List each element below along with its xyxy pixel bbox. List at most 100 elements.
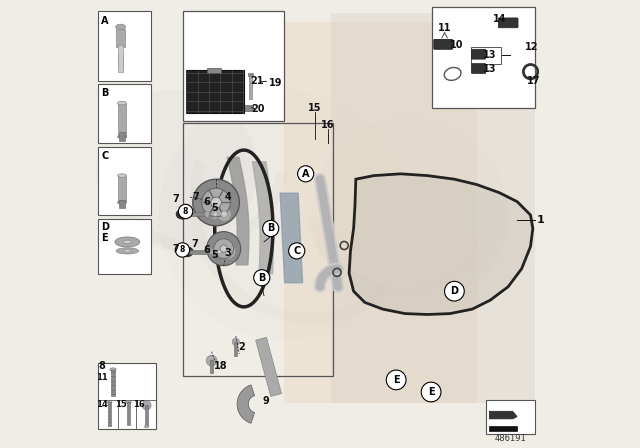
Circle shape — [207, 232, 241, 266]
Text: 2: 2 — [238, 342, 245, 352]
Polygon shape — [237, 385, 255, 423]
Ellipse shape — [125, 401, 131, 404]
Circle shape — [421, 382, 441, 402]
Text: 17: 17 — [527, 76, 541, 86]
Polygon shape — [284, 22, 477, 403]
Bar — [118, 176, 127, 202]
Text: 14: 14 — [97, 401, 108, 409]
Ellipse shape — [209, 249, 214, 255]
Bar — [248, 73, 253, 76]
Text: 7: 7 — [191, 239, 198, 249]
Circle shape — [445, 281, 464, 301]
FancyBboxPatch shape — [499, 18, 518, 28]
Text: D: D — [451, 286, 458, 296]
Bar — [210, 360, 213, 373]
Bar — [472, 47, 500, 64]
Text: 16: 16 — [132, 401, 145, 409]
Text: 7: 7 — [173, 194, 180, 204]
Text: 12: 12 — [525, 42, 539, 52]
Ellipse shape — [118, 101, 127, 105]
Circle shape — [262, 220, 279, 237]
Ellipse shape — [123, 240, 132, 244]
Text: A: A — [101, 16, 109, 26]
Bar — [118, 45, 123, 72]
Polygon shape — [490, 411, 517, 419]
Bar — [99, 147, 151, 215]
Text: 15: 15 — [308, 103, 321, 113]
Text: C: C — [101, 151, 109, 160]
Bar — [207, 68, 221, 73]
Circle shape — [210, 209, 221, 220]
Ellipse shape — [205, 211, 209, 217]
Text: 7: 7 — [173, 244, 180, 254]
Circle shape — [221, 211, 227, 217]
Circle shape — [253, 270, 270, 286]
Text: 486191: 486191 — [495, 434, 526, 443]
Text: 8: 8 — [180, 246, 185, 254]
Bar — [184, 11, 284, 121]
Bar — [99, 363, 157, 429]
Circle shape — [206, 355, 217, 366]
Text: 3: 3 — [224, 248, 230, 258]
Text: 4: 4 — [225, 192, 232, 202]
Text: 20: 20 — [252, 104, 265, 114]
Text: 5: 5 — [211, 250, 218, 260]
Bar — [188, 250, 211, 254]
Text: 8: 8 — [99, 362, 106, 371]
Ellipse shape — [176, 209, 189, 219]
Circle shape — [179, 204, 193, 219]
FancyBboxPatch shape — [434, 39, 452, 49]
Text: B: B — [267, 224, 275, 233]
Text: 6: 6 — [204, 198, 211, 207]
Bar — [118, 103, 127, 137]
Text: D: D — [101, 222, 109, 232]
FancyBboxPatch shape — [472, 49, 486, 59]
Text: 6: 6 — [204, 245, 211, 255]
Text: 11: 11 — [97, 373, 108, 382]
Ellipse shape — [116, 24, 125, 30]
Text: 1: 1 — [536, 215, 544, 224]
Bar — [249, 75, 252, 99]
Text: 14: 14 — [492, 14, 506, 24]
Circle shape — [311, 116, 508, 314]
Text: 13: 13 — [483, 65, 496, 74]
Text: 9: 9 — [263, 396, 269, 406]
Text: 7: 7 — [193, 192, 199, 202]
Circle shape — [220, 245, 227, 252]
Text: C: C — [293, 246, 300, 256]
Bar — [486, 400, 535, 434]
Text: 11: 11 — [438, 23, 451, 33]
Circle shape — [221, 245, 236, 259]
Text: 16: 16 — [321, 121, 335, 130]
Bar — [234, 342, 237, 356]
Bar — [186, 70, 244, 113]
Bar — [244, 105, 253, 111]
Ellipse shape — [110, 368, 116, 371]
Circle shape — [217, 207, 231, 221]
Polygon shape — [490, 426, 517, 431]
Bar — [184, 212, 206, 216]
Circle shape — [387, 370, 406, 390]
Text: A: A — [302, 169, 309, 179]
Ellipse shape — [107, 401, 112, 404]
Text: E: E — [428, 387, 435, 397]
Ellipse shape — [180, 247, 193, 257]
Bar — [99, 219, 151, 274]
Circle shape — [142, 401, 151, 410]
Bar — [116, 29, 125, 47]
Circle shape — [289, 243, 305, 259]
Circle shape — [298, 166, 314, 182]
Bar — [99, 11, 151, 81]
Ellipse shape — [115, 237, 140, 247]
Bar — [332, 13, 535, 403]
Bar — [111, 370, 115, 396]
Ellipse shape — [184, 250, 189, 254]
Circle shape — [213, 212, 218, 216]
Ellipse shape — [124, 250, 131, 252]
Bar — [99, 84, 151, 143]
Text: 5: 5 — [211, 203, 218, 213]
Circle shape — [175, 243, 189, 257]
Circle shape — [211, 197, 221, 208]
Circle shape — [218, 250, 222, 254]
Circle shape — [225, 249, 232, 255]
